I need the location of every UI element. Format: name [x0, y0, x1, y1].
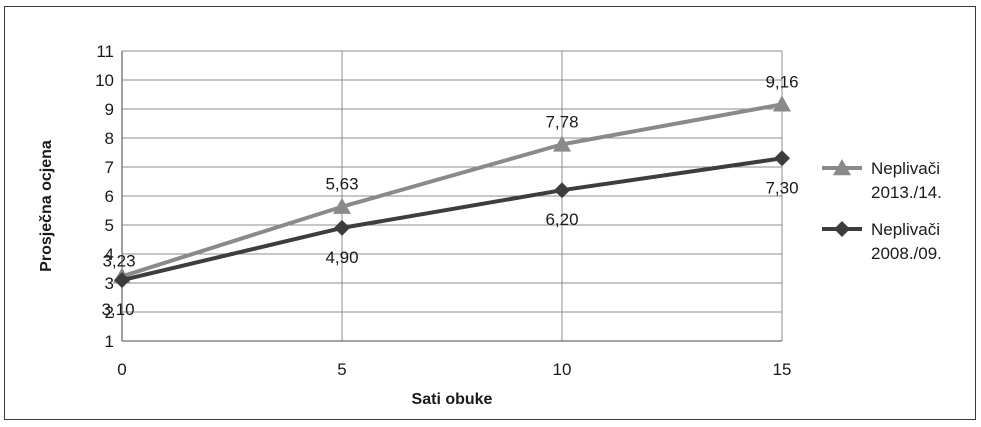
legend-label: Neplivači	[871, 220, 940, 239]
data-point-2	[774, 150, 790, 167]
data-point-2	[554, 182, 570, 199]
legend-label: Neplivači	[871, 159, 940, 178]
data-label: 7,78	[545, 112, 578, 131]
y-tick-label: 9	[105, 100, 114, 119]
grid-layer: 1 2 3 4 5 6 7 8 9 10 11 0 5 10 15	[95, 42, 791, 379]
series-line-1	[121, 102, 783, 279]
chart-frame	[4, 6, 976, 420]
y-tick-label: 3	[105, 274, 114, 293]
data-point-1	[553, 135, 571, 152]
y-tick-label: 7	[105, 158, 114, 177]
y-tick-label: 4	[105, 245, 114, 264]
x-axis-title: Sati obuke	[412, 391, 493, 408]
data-label: 6,20	[545, 210, 578, 229]
y-tick-label: 5	[105, 216, 114, 235]
legend: Neplivači 2013./14. Neplivači 2008./09.	[822, 159, 942, 263]
legend-marker-1	[833, 159, 851, 176]
x-tick-label: 0	[117, 360, 126, 379]
data-point-1	[333, 197, 351, 214]
data-point-1	[773, 95, 791, 112]
data-label: 9,16	[765, 72, 798, 91]
data-label: 7,30	[765, 178, 798, 197]
data-label: 4,90	[325, 248, 358, 267]
data-label: 5,63	[325, 175, 358, 194]
label-layer: 3,23 5,63 7,78 9,16 3,10 4,90 6,20 7,30	[101, 72, 798, 319]
data-label: 3,10	[101, 300, 134, 319]
y-tick-label: 11	[96, 42, 114, 61]
y-tick-label: 1	[105, 332, 114, 351]
y-tick-label: 2	[105, 303, 114, 322]
x-tick-label: 10	[553, 360, 572, 379]
x-tick-label: 5	[337, 360, 346, 379]
data-label: 3,23	[102, 251, 135, 270]
y-tick-label: 8	[105, 129, 114, 148]
y-axis-title: Prosječna ocjena	[38, 140, 55, 272]
data-point-2	[334, 219, 350, 236]
series-layer	[113, 95, 791, 289]
series-line-2	[121, 156, 783, 283]
legend-label: 2013./14.	[871, 183, 942, 202]
y-tick-label: 10	[95, 71, 114, 90]
legend-label: 2008./09.	[871, 244, 942, 263]
x-tick-label: 15	[773, 360, 792, 379]
legend-marker-2	[834, 221, 850, 237]
data-point-2	[114, 272, 130, 289]
y-tick-label: 6	[105, 187, 114, 206]
